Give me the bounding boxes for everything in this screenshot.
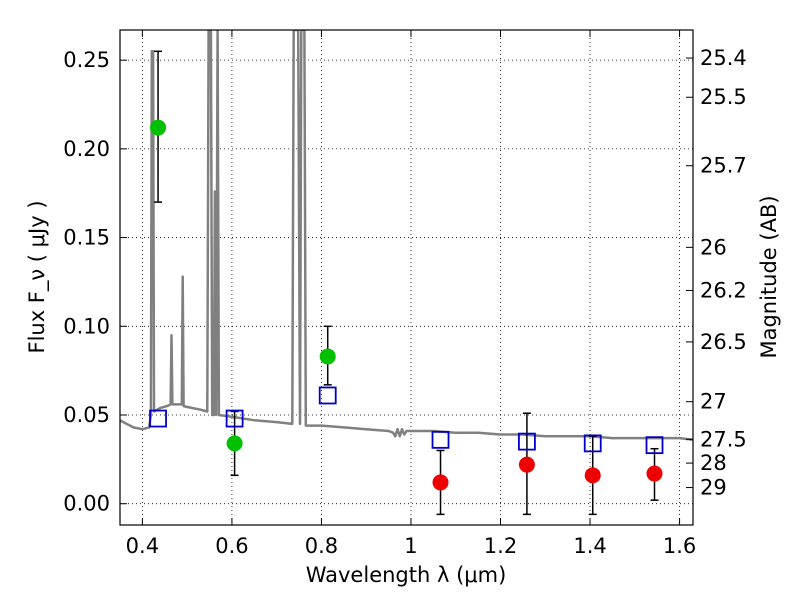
model-point <box>645 436 664 455</box>
grid-lines <box>120 30 693 525</box>
right-tick-label: 25.4 <box>700 46 747 70</box>
model-point <box>431 430 450 449</box>
y-tick-label: 0.20 <box>63 137 110 161</box>
spectrum-line <box>120 30 693 442</box>
y-tick-label: 0.10 <box>63 314 110 338</box>
data-point <box>518 456 535 473</box>
axis-ticks: 0.4 0.6 0.8 1 1.2 1.4 1.6 0.00 0.05 0.10 0.15 0.20 0… <box>63 30 747 558</box>
model-point <box>518 432 536 451</box>
data-point <box>226 435 243 452</box>
x-tick-label: 1.2 <box>484 534 517 558</box>
y-tick-label: 0.00 <box>63 492 110 516</box>
y-axis-right-label: Magnitude (AB) <box>757 195 781 358</box>
model-spectrum <box>120 30 693 442</box>
y-tick-label: 0.15 <box>63 226 110 250</box>
y-tick-label: 0.25 <box>63 48 110 72</box>
x-tick-label: 0.6 <box>215 534 248 558</box>
plot-frame <box>119 29 694 526</box>
right-tick-label: 29 <box>700 476 727 500</box>
model-point <box>318 386 337 405</box>
right-tick-label: 28 <box>700 451 727 475</box>
y-axis-label: Flux F_ν ( μJy ) <box>25 200 50 353</box>
right-tick-label: 25.7 <box>700 154 747 178</box>
right-tick-label: 26.2 <box>700 278 747 302</box>
x-tick-label: 0.4 <box>126 534 159 558</box>
x-axis-label: Wavelength λ (μm) <box>306 563 507 587</box>
right-tick-label: 27 <box>700 390 727 414</box>
right-tick-label: 26.5 <box>700 330 747 354</box>
x-tick-label: 1.6 <box>663 534 696 558</box>
right-tick-label: 25.5 <box>700 85 747 109</box>
x-tick-label: 1.4 <box>573 534 606 558</box>
data-markers <box>149 50 664 516</box>
model-point <box>225 409 244 428</box>
right-tick-label: 27.5 <box>700 427 747 451</box>
data-point <box>319 348 336 365</box>
data-point <box>150 119 167 136</box>
model-point <box>583 434 602 453</box>
right-tick-label: 26 <box>700 235 727 259</box>
data-point <box>432 474 449 491</box>
x-tick-label: 1 <box>404 534 417 558</box>
data-point <box>646 465 663 482</box>
x-tick-label: 0.8 <box>305 534 338 558</box>
model-point <box>149 409 167 428</box>
y-tick-label: 0.05 <box>63 403 110 427</box>
data-point <box>584 467 601 484</box>
